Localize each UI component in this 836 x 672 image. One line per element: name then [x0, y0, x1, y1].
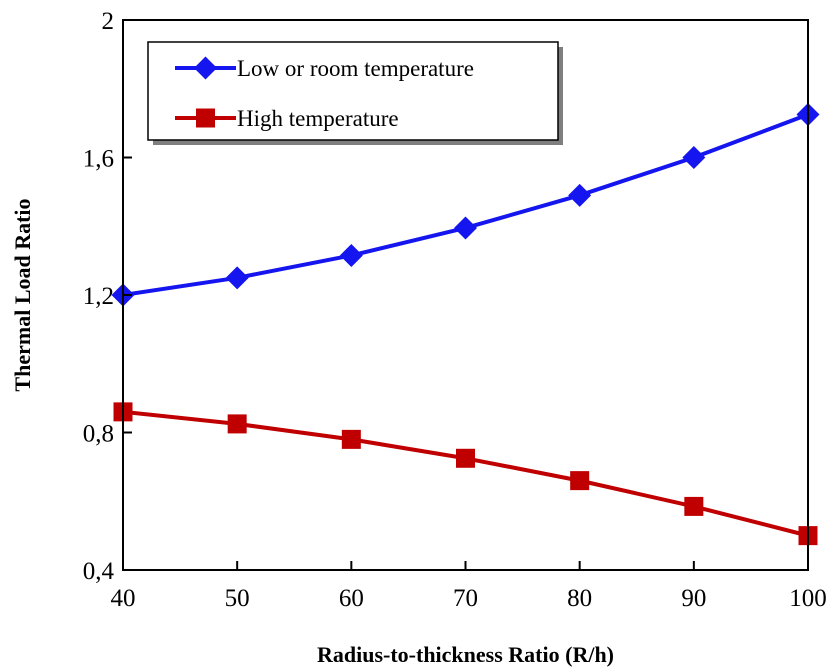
x-tick-label: 100: [789, 585, 827, 612]
legend-box: [147, 41, 559, 141]
data-point: [341, 429, 361, 449]
y-tick-label: 0,8: [83, 421, 114, 448]
x-tick-label: 90: [681, 585, 706, 612]
legend: Low or room temperature High temperature: [147, 41, 563, 145]
y-tick-label: 0,4: [83, 558, 115, 585]
data-point: [339, 243, 363, 267]
x-tick-label: 50: [225, 585, 250, 612]
plot-area-group: [111, 103, 820, 546]
y-tick-label: 2: [102, 8, 115, 35]
data-point: [684, 496, 704, 516]
x-tick-label: 60: [339, 585, 364, 612]
y-tick-label: 1,6: [83, 146, 114, 173]
legend-swatch-marker: [194, 56, 217, 80]
y-tick-label: 1,2: [83, 283, 114, 310]
series-2: [113, 402, 818, 546]
x-tick-label: 80: [567, 585, 592, 612]
data-point: [454, 216, 477, 240]
series-line: [122, 409, 809, 538]
y-axis-title: Thermal Load Ratio: [10, 198, 35, 391]
data-point: [225, 266, 249, 290]
data-point: [227, 414, 247, 434]
legend-label: Low or room temperature: [237, 56, 474, 81]
legend-label: High temperature: [237, 106, 399, 131]
data-point: [568, 183, 592, 207]
data-point: [456, 448, 475, 468]
axes-group: 0,4 0,8 1,2 1,6 2 40 50 60 70 80 90 100: [83, 8, 827, 612]
data-point: [570, 471, 590, 491]
legend-swatch-marker: [196, 108, 215, 128]
x-axis-title: Radius-to-thickness Ratio (R/h): [317, 642, 614, 667]
x-tick-label: 70: [453, 585, 478, 612]
x-tick-label: 40: [111, 585, 136, 612]
data-point: [682, 146, 706, 169]
